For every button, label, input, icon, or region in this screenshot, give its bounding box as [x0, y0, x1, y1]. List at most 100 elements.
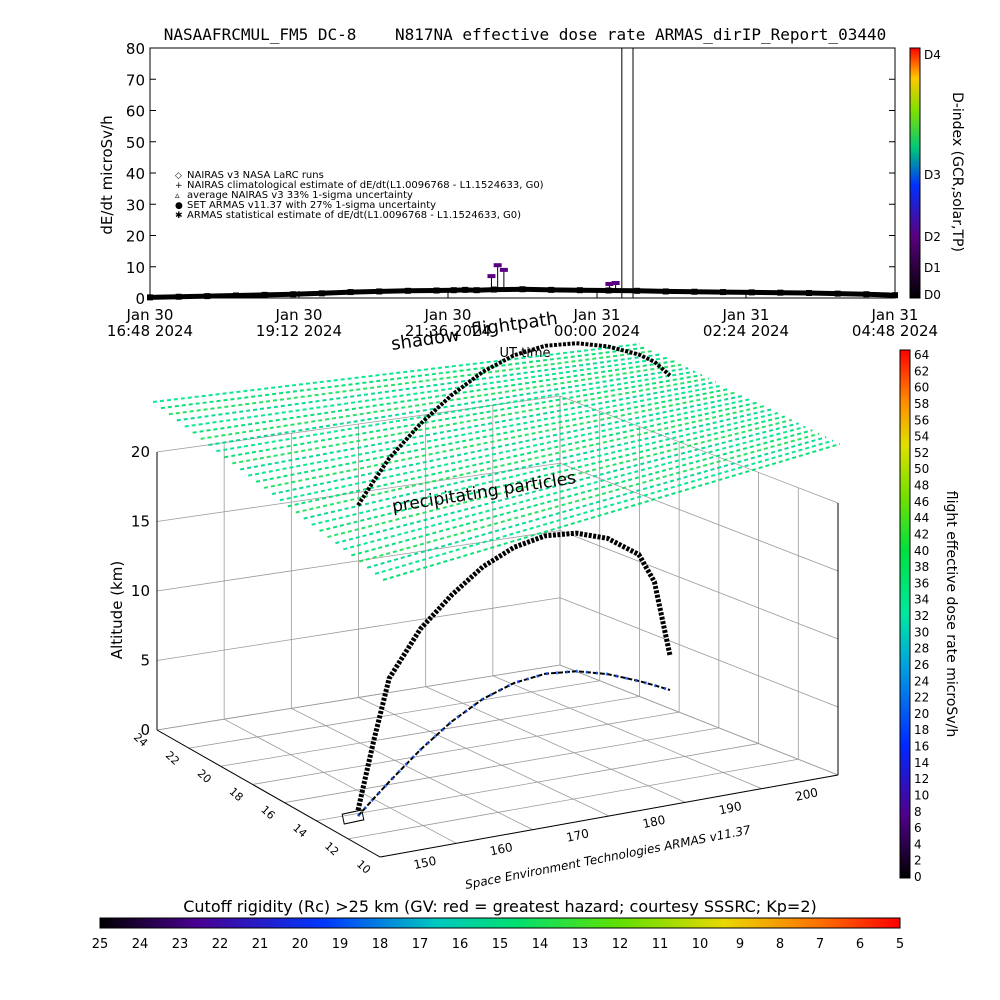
cutoff-rigidity-tick-label: 25 — [92, 937, 109, 952]
floor-longitude-gridline — [425, 686, 686, 803]
dose-rate-tick-label: 4 — [914, 837, 922, 851]
particle-layer-strip — [287, 401, 758, 508]
cutoff-rigidity-tick-label: 15 — [492, 937, 509, 952]
x-tick-label-time: 21:36 2024 — [405, 322, 491, 340]
particle-layer-strip — [240, 380, 717, 471]
d-index-tick-label: D2 — [924, 230, 941, 244]
altitude-tick-label: 0 — [140, 721, 150, 739]
particle-layer-strip — [374, 439, 834, 575]
latitude-tick-label: 16 — [258, 803, 277, 822]
y-tick-label: 60 — [126, 103, 145, 121]
series-armas-statistical-point — [748, 289, 755, 296]
series-armas-statistical-point — [175, 293, 182, 300]
cutoff-rigidity-gradient — [99, 917, 901, 929]
series-armas-statistical-point — [777, 289, 784, 296]
credit-text: Space Environment Technologies ARMAS v11… — [464, 823, 752, 892]
altitude-tick-label: 20 — [131, 443, 150, 461]
y-axis-label: dE/dt microSv/h — [98, 115, 116, 234]
particle-layer-strip — [319, 415, 786, 532]
annotation-flightpath: flightpath — [470, 308, 559, 341]
series-armas-statistical-point — [834, 290, 841, 297]
x-tick-label-date: Jan 31 — [722, 306, 770, 324]
particle-layer-strip — [303, 408, 772, 520]
y-tick-label: 70 — [126, 71, 145, 89]
latitude-tick-label: 22 — [163, 749, 182, 768]
d-index-tick-label: D1 — [924, 261, 941, 275]
series-armas-statistical-point — [204, 293, 211, 300]
series-armas-statistical-point — [662, 288, 669, 295]
series-armas-statistical-point — [261, 291, 268, 298]
cutoff-rigidity-ticks: 25 24 23 22 21 20 19 18 17 16 15 14 13 12 11 10 9 8 7 6 5 — [92, 937, 904, 952]
series-armas-statistical-point — [450, 287, 457, 294]
d-index-tick-label: D0 — [924, 288, 941, 302]
shadow-line — [357, 670, 671, 817]
series-armas-statistical-point — [462, 286, 469, 293]
series-armas-statistical-point — [473, 287, 480, 294]
series-set-armas-point — [499, 267, 508, 272]
d-index-ticks: D0 D1 D2 D3 D4 — [924, 48, 941, 302]
altitude-tick-label: 5 — [140, 652, 150, 670]
longitude-tick-label: 180 — [641, 813, 666, 831]
dose-rate-tick-label: 10 — [914, 788, 929, 802]
series-armas-statistical-point — [347, 289, 354, 296]
particle-layer-strip — [295, 405, 765, 514]
x-tick-label-time: 02:24 2024 — [703, 322, 789, 340]
series-armas-statistical-point — [806, 290, 813, 296]
d-index-tick-label: D3 — [924, 168, 941, 182]
series-armas-statistical-point — [490, 286, 497, 293]
cutoff-rigidity-tick-label: 13 — [572, 937, 589, 952]
particle-layer-strip — [216, 370, 696, 453]
floor-grid — [156, 664, 839, 858]
dose-rate-tick-label: 56 — [914, 413, 929, 427]
side-wall-altitude-gridline — [559, 597, 839, 708]
cutoff-rigidity-tick-label: 7 — [816, 937, 824, 952]
series-armas-statistical-point — [576, 287, 583, 294]
x-tick-label-time: 19:12 2024 — [256, 322, 342, 340]
longitude-tick-label: 160 — [489, 840, 514, 858]
series-set-armas-point — [487, 274, 496, 279]
series-armas-statistical-point — [433, 287, 440, 294]
dose-rate-tick-label: 58 — [914, 397, 929, 411]
particle-layer-strip — [335, 422, 799, 545]
x-tick-label-date: Jan 31 — [871, 306, 919, 324]
y-tick-label: 30 — [126, 196, 145, 214]
d-index-label: D-index (GCR,solar,TP) — [949, 92, 965, 252]
particle-layer-strip — [271, 394, 744, 496]
dose-rate-tick-label: 28 — [914, 642, 929, 656]
vertical-markers — [621, 48, 634, 298]
latitude-tick-label: 10 — [354, 858, 373, 877]
cutoff-rigidity-title: Cutoff rigidity (Rc) >25 km (GV: red = g… — [183, 897, 817, 916]
dose-rate-tick-label: 14 — [914, 756, 929, 770]
x-tick-label-time: 00:00 2024 — [554, 322, 640, 340]
annotation-shadow: shadow — [390, 325, 461, 355]
dose-rate-tick-label: 36 — [914, 576, 929, 590]
cutoff-rigidity-tick-label: 5 — [896, 937, 904, 952]
series-set-armas-point — [493, 263, 502, 268]
series-armas-statistical-point — [691, 288, 698, 295]
dose-rate-label: flight effective dose rate microSv/h — [943, 491, 959, 737]
legend-label: NAIRAS v3 NASA LaRC runs — [187, 170, 324, 181]
back-wall-grid — [156, 395, 839, 776]
cutoff-rigidity-tick-label: 16 — [452, 937, 469, 952]
x-tick-label-date: Jan 30 — [275, 306, 323, 324]
cutoff-rigidity-tick-label: 22 — [212, 937, 229, 952]
chart-title: NASAAFRCMUL_FM5 DC-8 N817NA effective do… — [164, 25, 886, 44]
side-wall-altitude-gridline — [559, 462, 839, 572]
longitude-tick-label: 150 — [412, 854, 437, 872]
cutoff-rigidity-tick-label: 12 — [612, 937, 629, 952]
legend-symbol: ● — [175, 201, 183, 211]
latitude-tick-label: 18 — [227, 785, 246, 804]
dose-rate-tick-label: 2 — [914, 854, 922, 868]
series-armas-statistical-point — [147, 294, 153, 301]
series-armas-statistical-point — [318, 290, 325, 297]
legend-label: ARMAS statistical estimate of dE/dt(L1.0… — [187, 210, 521, 221]
particle-layer-strip — [351, 429, 813, 557]
dose-rate-tick-label: 24 — [914, 674, 929, 688]
series-set-armas-point — [605, 281, 614, 286]
longitude-tick-label: 170 — [565, 826, 590, 844]
series-armas-statistical-point — [519, 286, 526, 293]
particle-layer-strip — [184, 356, 668, 428]
dose-rate-time-series: NASAAFRCMUL_FM5 DC-8 N817NA effective do… — [98, 25, 965, 361]
